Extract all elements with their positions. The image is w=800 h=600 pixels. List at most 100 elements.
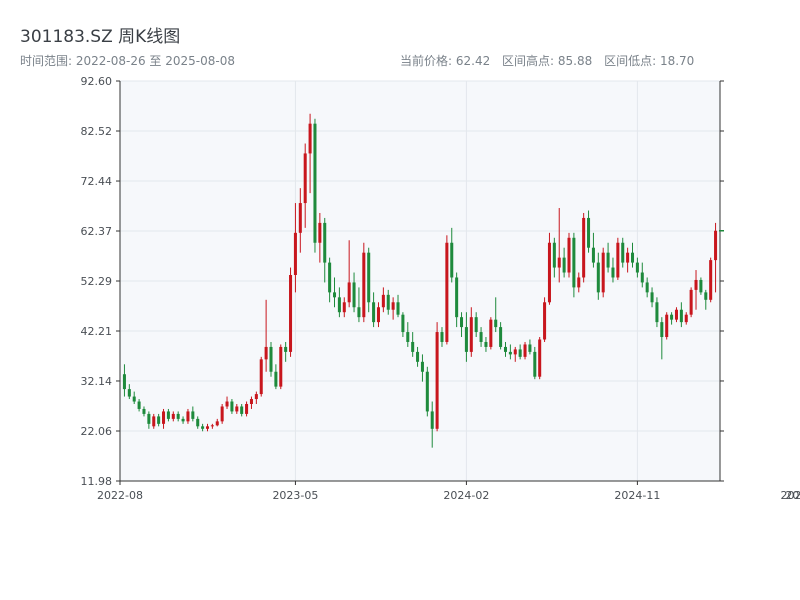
x-tick-label: 2025-07	[781, 489, 800, 502]
y-tick-label: 11.98	[81, 475, 113, 488]
candle-body	[372, 302, 376, 323]
candle-body	[582, 217, 586, 278]
candle-body	[279, 346, 283, 387]
candle-body	[342, 302, 346, 313]
candle-body	[230, 401, 234, 412]
candle-body	[162, 411, 166, 424]
chart-title: 301183.SZ 周K线图	[20, 27, 181, 47]
candle-body	[352, 282, 356, 308]
candle-body	[220, 406, 224, 422]
stats-bar: 当前价格: 62.42 区间高点: 85.88 区间低点: 18.70	[400, 52, 702, 69]
candle-body	[503, 346, 508, 352]
date-range-label: 时间范围: 2022-08-26 至 2025-08-08	[20, 54, 235, 68]
candle-body	[323, 222, 327, 263]
candle-body	[513, 349, 517, 355]
candle-body	[157, 416, 161, 424]
candle-body	[166, 411, 170, 419]
candle-body	[611, 267, 615, 278]
candle-body	[308, 123, 312, 154]
candle-body	[455, 277, 459, 318]
candle-body	[538, 339, 542, 377]
candle-body	[572, 237, 576, 288]
candle-body	[660, 322, 664, 338]
y-tick-label: 92.60	[81, 75, 113, 88]
candle-body	[245, 403, 249, 414]
candle-body	[411, 341, 415, 352]
candle-body	[240, 406, 244, 414]
candle-body	[596, 262, 600, 293]
candle-body	[645, 282, 649, 293]
candle-body	[406, 332, 410, 342]
candle-body	[303, 153, 307, 204]
candle-body	[626, 252, 630, 263]
candle-body	[650, 292, 654, 303]
candle-body	[479, 332, 483, 342]
candle-body	[435, 332, 439, 429]
candle-body	[425, 371, 429, 412]
candle-body	[606, 252, 610, 268]
candles	[122, 113, 718, 448]
candle-body	[469, 317, 473, 352]
candle-body	[528, 344, 532, 352]
candle-body	[508, 351, 512, 355]
candle-body	[293, 232, 297, 275]
candle-body	[347, 282, 351, 303]
candle-body	[201, 426, 205, 429]
candle-body	[557, 257, 561, 268]
candle-body	[191, 411, 195, 419]
x-tick-label: 2025-08	[785, 489, 800, 502]
candle-body	[396, 302, 400, 315]
candle-body	[518, 349, 522, 357]
candle-body	[494, 319, 498, 328]
candle-body	[635, 262, 639, 273]
y-tick-label: 32.14	[81, 375, 113, 388]
candle-body	[665, 314, 669, 338]
candle-body	[499, 327, 503, 347]
candle-body	[464, 327, 468, 352]
y-tick-label: 52.29	[81, 275, 113, 288]
candle-body	[205, 426, 210, 429]
candle-body	[171, 413, 175, 419]
candle-body	[274, 371, 278, 387]
y-tick-label: 82.52	[81, 125, 113, 138]
candle-body	[181, 418, 185, 422]
candle-body	[694, 279, 698, 290]
y-tick-label: 42.21	[81, 325, 113, 338]
candle-body	[670, 314, 674, 320]
candle-body	[254, 394, 258, 400]
candle-body	[484, 341, 488, 347]
candle-body	[147, 413, 151, 424]
candle-body	[591, 247, 595, 263]
candle-body	[543, 302, 547, 340]
range-high-label: 区间高点: 85.88	[502, 54, 593, 68]
candle-body	[196, 418, 200, 427]
candle-body	[567, 237, 571, 273]
candle-body	[684, 314, 688, 323]
y-tick-label: 22.06	[81, 425, 113, 438]
candle-body	[298, 203, 302, 233]
candle-body	[704, 292, 708, 300]
candle-body	[122, 374, 126, 390]
candle-body	[655, 302, 659, 323]
candle-body	[699, 279, 703, 293]
axes: 92.60 82.52 72.44 62.37 52.29 42.21 32.14 22.06…	[81, 75, 800, 502]
candle-body	[284, 346, 288, 352]
candle-body	[489, 319, 493, 347]
candle-body	[401, 314, 405, 333]
candle-body	[450, 242, 454, 278]
candle-body	[587, 217, 591, 248]
candle-body	[630, 252, 635, 263]
candle-body	[318, 222, 322, 243]
candle-body	[474, 317, 478, 333]
candle-body	[337, 297, 341, 313]
candle-body	[328, 262, 332, 293]
y-tick-label: 72.44	[81, 175, 113, 188]
candle-body	[249, 399, 253, 404]
x-tick-label: 2024-02	[443, 489, 489, 502]
x-tick-label: 2023-05	[272, 489, 318, 502]
candle-body	[215, 421, 219, 426]
candle-body	[357, 307, 361, 318]
candle-body	[616, 242, 620, 278]
candle-body	[264, 346, 268, 360]
